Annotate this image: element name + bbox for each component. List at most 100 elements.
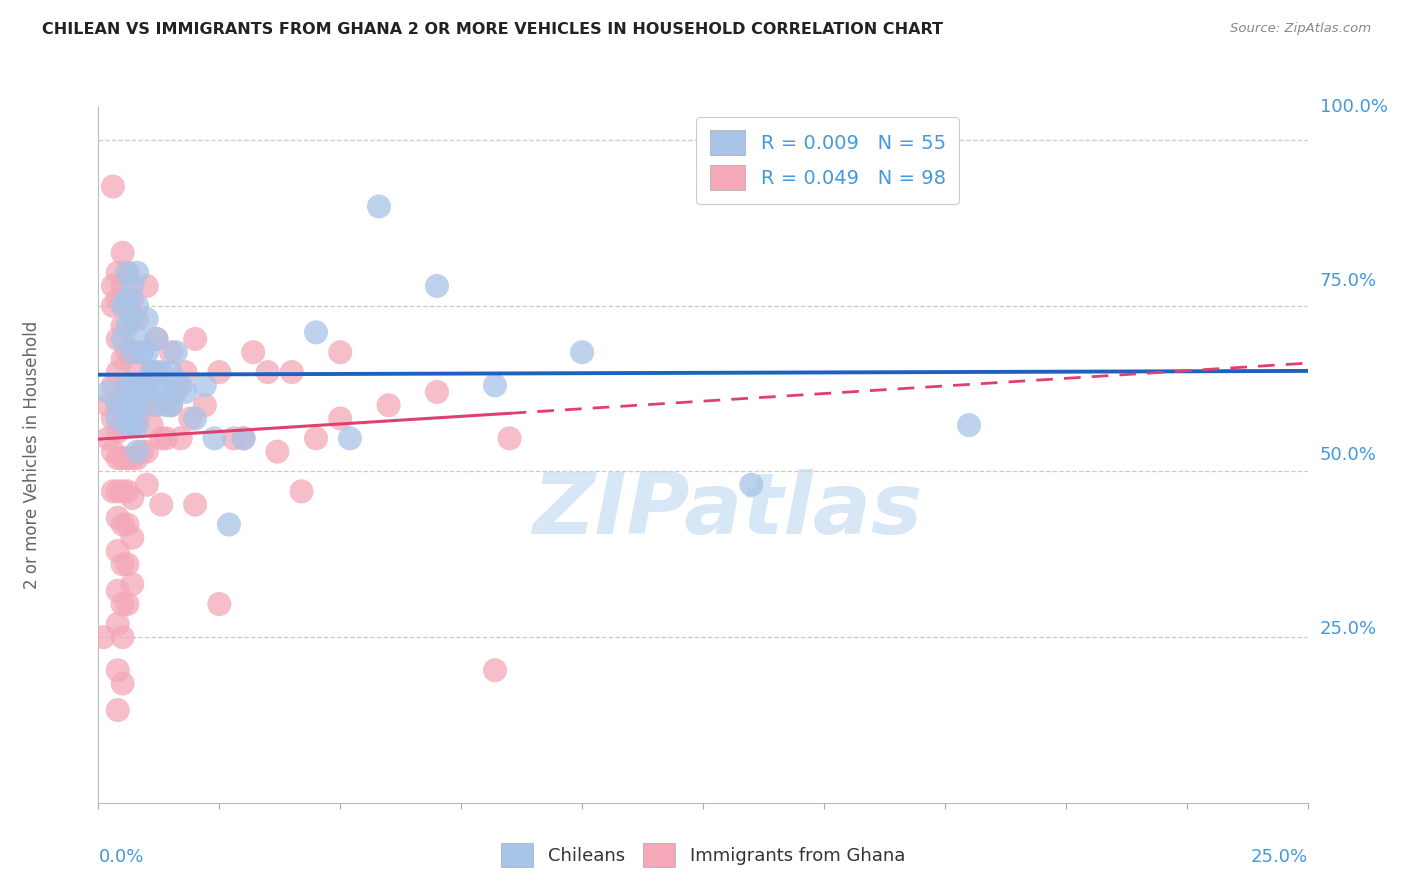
Point [111,332,134,346]
Point [305,326,328,340]
Point [184,411,207,425]
Point [232,431,254,445]
Point [117,484,139,499]
Point [131,345,153,359]
Point [368,199,391,213]
Point [107,411,129,425]
Point [107,398,129,412]
Text: 100.0%: 100.0% [1320,98,1388,116]
Point [107,451,129,466]
Point [329,345,352,359]
Point [160,398,183,412]
Point [194,398,217,412]
Point [107,583,129,598]
Point [117,384,139,399]
Point [141,398,163,412]
Point [150,498,173,512]
Point [107,663,129,677]
Point [242,345,264,359]
Point [101,179,124,194]
Point [957,418,980,433]
Point [117,451,139,466]
Point [121,418,143,433]
Point [339,431,361,445]
Point [107,332,129,346]
Point [117,418,139,433]
Point [121,491,143,505]
Point [740,477,762,491]
Point [155,431,177,445]
Point [117,517,139,532]
Point [97,431,120,445]
Point [141,365,163,379]
Point [135,378,157,392]
Point [111,318,134,333]
Point [218,517,240,532]
Point [160,365,183,379]
Point [127,398,149,412]
Point [127,266,149,280]
Legend: Chileans, Immigrants from Ghana: Chileans, Immigrants from Ghana [494,836,912,874]
Point [121,418,143,433]
Point [117,292,139,306]
Point [184,498,207,512]
Text: 25.0%: 25.0% [1320,620,1376,638]
Point [135,312,157,326]
Point [135,444,157,458]
Point [165,345,187,359]
Point [121,378,143,392]
Point [150,378,173,392]
Point [145,332,167,346]
Point [145,332,167,346]
Point [127,312,149,326]
Point [329,411,352,425]
Point [111,418,134,433]
Point [135,477,157,491]
Point [498,431,520,445]
Point [131,398,153,412]
Point [117,299,139,313]
Point [111,245,134,260]
Point [111,630,134,644]
Point [141,418,163,433]
Point [111,279,134,293]
Point [121,312,143,326]
Point [111,558,134,572]
Point [121,531,143,545]
Point [131,444,153,458]
Point [135,345,157,359]
Text: ZIPatlas: ZIPatlas [531,469,922,552]
Point [107,398,129,412]
Point [117,318,139,333]
Point [145,398,167,412]
Point [111,597,134,611]
Point [150,431,173,445]
Point [266,444,288,458]
Text: CHILEAN VS IMMIGRANTS FROM GHANA 2 OR MORE VEHICLES IN HOUSEHOLD CORRELATION CHA: CHILEAN VS IMMIGRANTS FROM GHANA 2 OR MO… [42,22,943,37]
Point [426,384,449,399]
Point [117,345,139,359]
Point [101,279,124,293]
Point [174,365,197,379]
Point [127,378,149,392]
Point [121,292,143,306]
Point [97,384,120,399]
Point [194,378,217,392]
Point [135,279,157,293]
Point [117,398,139,412]
Point [208,365,231,379]
Point [111,384,134,399]
Point [208,597,231,611]
Point [107,484,129,499]
Point [232,431,254,445]
Point [127,299,149,313]
Point [127,332,149,346]
Point [426,279,449,293]
Point [111,676,134,690]
Point [91,630,114,644]
Point [169,378,191,392]
Point [150,384,173,399]
Point [141,365,163,379]
Point [169,431,191,445]
Point [107,292,129,306]
